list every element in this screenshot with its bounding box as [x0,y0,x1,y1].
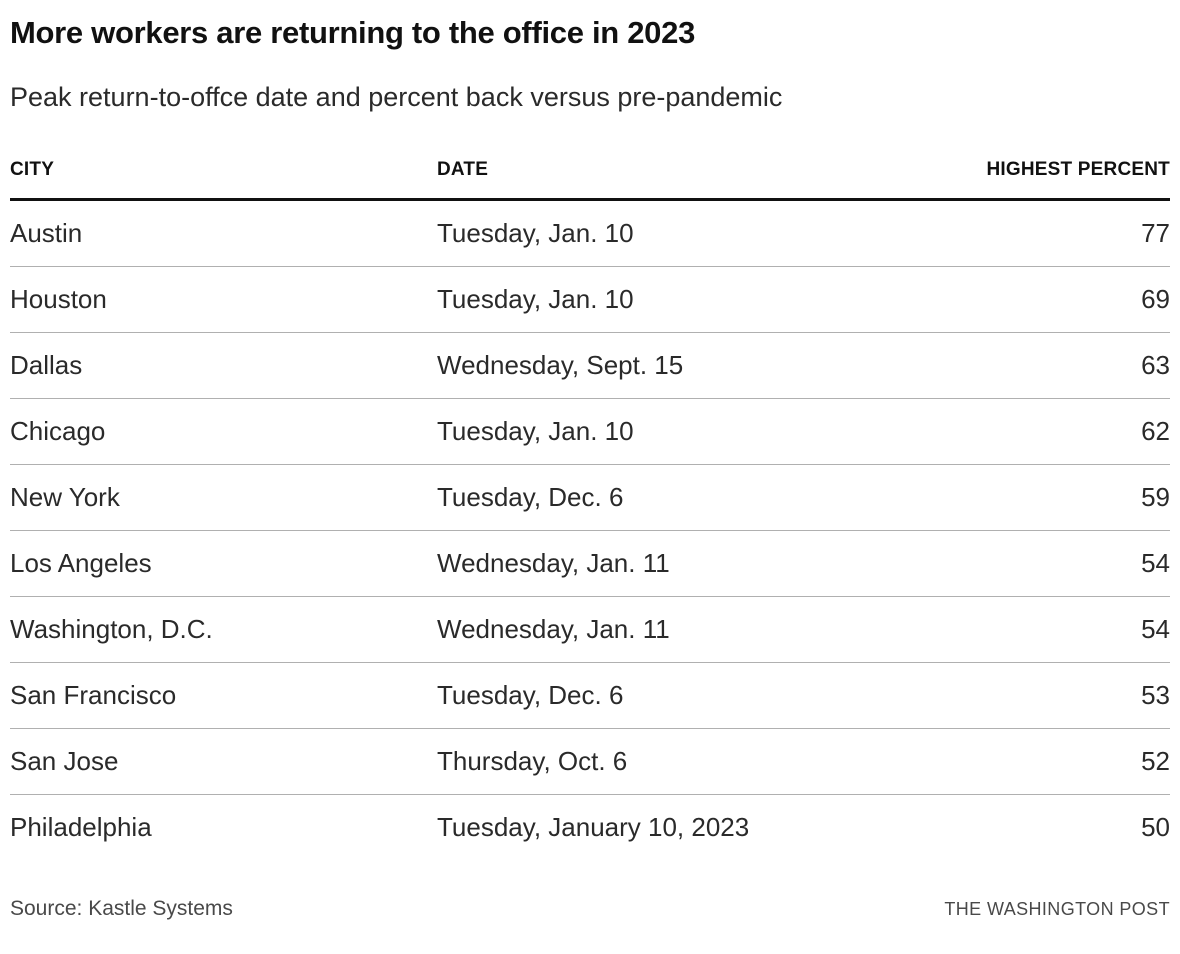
date-cell: Tuesday, January 10, 2023 [437,812,750,842]
column-header-date: DATE [437,158,489,180]
percent-cell: 62 [1141,415,1170,446]
city-cell: Dallas [10,349,83,380]
table-row: San Francisco Tuesday, Dec. 6 53 [10,663,1170,729]
table-row: Los Angeles Wednesday, Jan. 11 54 [10,531,1170,597]
table-row: Austin Tuesday, Jan. 10 77 [10,201,1170,267]
page-subtitle: Peak return-to-offce date and percent ba… [10,81,783,112]
city-cell: Philadelphia [10,812,152,842]
percent-cell: 53 [1141,679,1170,710]
date-cell: Wednesday, Jan. 11 [437,547,670,578]
table-header-row: CITY DATE HIGHEST PERCENT [10,159,1170,201]
footer: Source: Kastle Systems THE WASHINGTON PO… [10,897,1170,921]
table-row: Dallas Wednesday, Sept. 15 63 [10,333,1170,399]
table-row: Houston Tuesday, Jan. 10 69 [10,267,1170,333]
city-cell: Chicago [10,415,106,446]
city-cell: Los Angeles [10,547,152,578]
city-cell: New York [10,481,120,512]
table-row: Chicago Tuesday, Jan. 10 62 [10,399,1170,465]
percent-cell: 77 [1141,217,1170,248]
date-cell: Tuesday, Jan. 10 [437,217,634,248]
city-cell: San Jose [10,745,119,776]
percent-cell: 63 [1141,349,1170,380]
source-note: Source: Kastle Systems [10,896,233,920]
date-cell: Tuesday, Jan. 10 [437,283,634,314]
percent-cell: 54 [1141,547,1170,578]
publisher-credit: THE WASHINGTON POST [944,898,1170,919]
table-body: Austin Tuesday, Jan. 10 77 Houston Tuesd… [10,201,1170,861]
date-cell: Wednesday, Sept. 15 [437,349,684,380]
page-title: More workers are returning to the office… [10,15,696,50]
percent-cell: 69 [1141,283,1170,314]
date-cell: Tuesday, Dec. 6 [437,481,624,512]
date-cell: Tuesday, Dec. 6 [437,679,624,710]
percent-cell: 54 [1141,613,1170,644]
date-cell: Thursday, Oct. 6 [437,745,628,776]
city-cell: Washington, D.C. [10,613,213,644]
column-header-city: CITY [10,158,55,180]
date-cell: Tuesday, Jan. 10 [437,415,634,446]
table-row: Washington, D.C. Wednesday, Jan. 11 54 [10,597,1170,663]
percent-cell: 59 [1141,481,1170,512]
date-cell: Wednesday, Jan. 11 [437,613,670,644]
column-header-highest-percent: HIGHEST PERCENT [986,158,1170,180]
city-cell: Austin [10,217,83,248]
percent-cell: 52 [1141,745,1170,776]
percent-cell: 50 [1141,812,1170,842]
city-cell: San Francisco [10,679,177,710]
table-row: Philadelphia Tuesday, January 10, 2023 5… [10,795,1170,861]
city-cell: Houston [10,283,107,314]
table-row: San Jose Thursday, Oct. 6 52 [10,729,1170,795]
rto-table: CITY DATE HIGHEST PERCENT Austin Tuesday… [10,159,1170,861]
table-row: New York Tuesday, Dec. 6 59 [10,465,1170,531]
